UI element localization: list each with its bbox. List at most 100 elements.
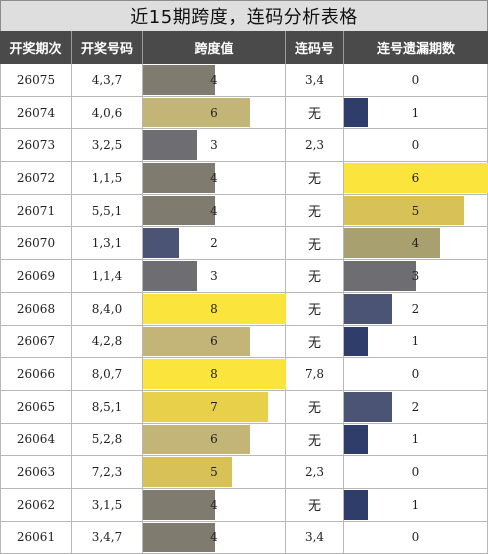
numbers-cell[interactable]: 7,2,3 bbox=[72, 456, 143, 489]
consecutive-cell[interactable]: 2,3 bbox=[286, 129, 344, 163]
issue-cell[interactable]: 26071 bbox=[0, 194, 72, 228]
omission-cell[interactable]: 3 bbox=[344, 260, 488, 293]
consecutive-cell[interactable]: 无 bbox=[286, 292, 344, 326]
numbers-cell[interactable]: 3,4,7 bbox=[72, 521, 143, 554]
issue-cell[interactable]: 26067 bbox=[0, 325, 72, 359]
span-data-bar bbox=[143, 391, 269, 422]
numbers-cell[interactable]: 4,0,6 bbox=[72, 96, 143, 130]
span-cell[interactable]: 4 bbox=[143, 194, 286, 228]
omission-cell[interactable]: 0 bbox=[344, 358, 488, 391]
consecutive-cell[interactable]: 无 bbox=[286, 488, 344, 522]
omission-cell[interactable]: 1 bbox=[344, 488, 488, 522]
issue-cell[interactable]: 26062 bbox=[0, 488, 72, 522]
numbers-cell[interactable]: 1,1,4 bbox=[72, 260, 143, 293]
header-numbers[interactable]: 开奖号码 bbox=[72, 31, 143, 64]
omission-cell[interactable]: 1 bbox=[344, 325, 488, 359]
omission-cell[interactable]: 0 bbox=[344, 64, 488, 97]
span-cell[interactable]: 6 bbox=[143, 96, 286, 130]
issue-cell-value: 26072 bbox=[16, 170, 56, 185]
omission-cell[interactable]: 5 bbox=[344, 194, 488, 228]
omission-cell[interactable]: 0 bbox=[344, 456, 488, 489]
issue-cell[interactable]: 26075 bbox=[0, 64, 72, 97]
omission-cell-value: 4 bbox=[411, 236, 420, 251]
header-issue[interactable]: 开奖期次 bbox=[0, 31, 72, 64]
header-omission[interactable]: 连号遗漏期数 bbox=[344, 31, 488, 64]
numbers-cell-value: 4,0,6 bbox=[91, 105, 123, 120]
numbers-cell[interactable]: 1,3,1 bbox=[72, 227, 143, 261]
consecutive-cell-value: 无 bbox=[307, 303, 321, 319]
span-cell[interactable]: 4 bbox=[143, 162, 286, 195]
issue-cell-value: 26068 bbox=[16, 301, 56, 316]
omission-cell[interactable]: 4 bbox=[344, 227, 488, 261]
numbers-cell[interactable]: 8,5,1 bbox=[72, 390, 143, 424]
omission-cell[interactable]: 1 bbox=[344, 423, 488, 457]
consecutive-cell-value: 无 bbox=[307, 172, 321, 188]
numbers-cell[interactable]: 5,5,1 bbox=[72, 194, 143, 228]
issue-cell[interactable]: 26073 bbox=[0, 129, 72, 163]
consecutive-cell[interactable]: 3,4 bbox=[286, 64, 344, 97]
issue-cell[interactable]: 26064 bbox=[0, 423, 72, 457]
span-data-bar bbox=[143, 457, 233, 487]
issue-cell[interactable]: 26063 bbox=[0, 456, 72, 489]
span-cell[interactable]: 6 bbox=[143, 423, 286, 457]
numbers-cell[interactable]: 8,4,0 bbox=[72, 292, 143, 326]
span-data-bar bbox=[143, 326, 251, 357]
span-cell[interactable]: 4 bbox=[143, 64, 286, 97]
numbers-cell[interactable]: 8,0,7 bbox=[72, 358, 143, 391]
consecutive-cell[interactable]: 无 bbox=[286, 227, 344, 261]
numbers-cell[interactable]: 4,2,8 bbox=[72, 325, 143, 359]
span-cell[interactable]: 5 bbox=[143, 456, 286, 489]
span-cell-value: 3 bbox=[210, 268, 218, 283]
numbers-cell[interactable]: 4,3,7 bbox=[72, 64, 143, 97]
consecutive-cell[interactable]: 2,3 bbox=[286, 456, 344, 489]
omission-cell[interactable]: 1 bbox=[344, 96, 488, 130]
consecutive-cell[interactable]: 无 bbox=[286, 390, 344, 424]
span-cell[interactable]: 3 bbox=[143, 260, 286, 293]
consecutive-cell-value: 3,4 bbox=[304, 530, 325, 545]
omission-cell[interactable]: 0 bbox=[344, 129, 488, 163]
issue-cell[interactable]: 26069 bbox=[0, 260, 72, 293]
span-cell[interactable]: 8 bbox=[143, 292, 286, 326]
consecutive-cell[interactable]: 7,8 bbox=[286, 358, 344, 391]
span-cell[interactable]: 6 bbox=[143, 325, 286, 359]
consecutive-cell[interactable]: 无 bbox=[286, 325, 344, 359]
omission-cell[interactable]: 2 bbox=[344, 390, 488, 424]
span-cell-value: 2 bbox=[210, 236, 218, 251]
consecutive-cell[interactable]: 无 bbox=[286, 423, 344, 457]
numbers-cell[interactable]: 3,1,5 bbox=[72, 488, 143, 522]
omission-data-bar bbox=[344, 391, 392, 422]
numbers-cell[interactable]: 1,1,5 bbox=[72, 162, 143, 195]
issue-cell[interactable]: 26074 bbox=[0, 96, 72, 130]
issue-cell[interactable]: 26072 bbox=[0, 162, 72, 195]
header-span[interactable]: 跨度值 bbox=[143, 31, 286, 64]
span-cell[interactable]: 4 bbox=[143, 521, 286, 554]
issue-cell[interactable]: 26068 bbox=[0, 292, 72, 326]
table-title: 近15期跨度，连码分析表格 bbox=[0, 0, 488, 32]
issue-cell[interactable]: 26066 bbox=[0, 358, 72, 391]
consecutive-cell[interactable]: 无 bbox=[286, 260, 344, 293]
numbers-cell[interactable]: 5,2,8 bbox=[72, 423, 143, 457]
consecutive-cell[interactable]: 无 bbox=[286, 96, 344, 130]
span-cell[interactable]: 3 bbox=[143, 129, 286, 163]
header-consecutive[interactable]: 连码号 bbox=[286, 31, 344, 64]
numbers-cell-value: 8,4,0 bbox=[91, 301, 123, 316]
consecutive-cell[interactable]: 3,4 bbox=[286, 521, 344, 554]
omission-cell[interactable]: 2 bbox=[344, 292, 488, 326]
consecutive-cell[interactable]: 无 bbox=[286, 162, 344, 195]
span-cell-value: 8 bbox=[210, 367, 218, 382]
issue-cell[interactable]: 26061 bbox=[0, 521, 72, 554]
table-row: 26070 1,3,1 2 无 4 bbox=[0, 227, 488, 261]
span-cell[interactable]: 8 bbox=[143, 358, 286, 391]
omission-cell[interactable]: 6 bbox=[344, 162, 488, 195]
span-cell[interactable]: 2 bbox=[143, 227, 286, 261]
issue-cell-value: 26064 bbox=[16, 432, 56, 447]
consecutive-cell[interactable]: 无 bbox=[286, 194, 344, 228]
issue-cell-value: 26075 bbox=[16, 72, 56, 87]
numbers-cell[interactable]: 3,2,5 bbox=[72, 129, 143, 163]
span-cell[interactable]: 7 bbox=[143, 390, 286, 424]
omission-cell-value: 0 bbox=[411, 138, 420, 153]
issue-cell[interactable]: 26070 bbox=[0, 227, 72, 261]
omission-cell[interactable]: 0 bbox=[344, 521, 488, 554]
issue-cell[interactable]: 26065 bbox=[0, 390, 72, 424]
span-cell[interactable]: 4 bbox=[143, 488, 286, 522]
